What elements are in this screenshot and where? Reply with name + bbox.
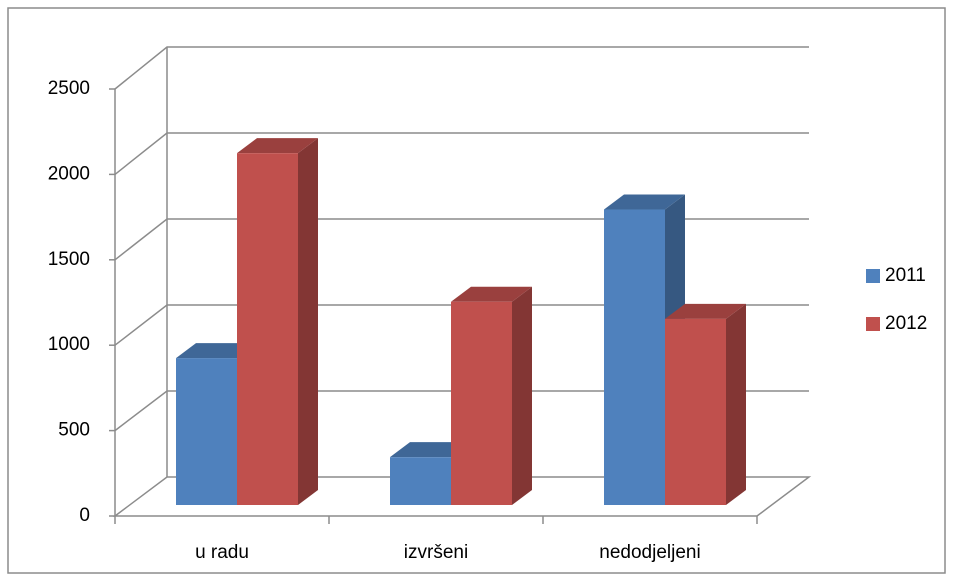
bar-side xyxy=(298,138,318,506)
y-tick-label: 0 xyxy=(79,505,90,526)
grid-line xyxy=(114,46,809,90)
legend-label: 2011 xyxy=(885,265,926,286)
grid-line xyxy=(114,218,809,261)
bar xyxy=(176,358,237,505)
x-tick-label: nedodjeljeni xyxy=(599,542,700,563)
y-tick-label: 2000 xyxy=(48,163,90,184)
bar xyxy=(237,153,298,506)
x-tick-label: u radu xyxy=(195,542,249,563)
bar xyxy=(665,318,726,505)
bar-top xyxy=(176,343,257,359)
legend-swatch xyxy=(866,269,880,283)
bar xyxy=(390,457,451,505)
y-tick-label: 1500 xyxy=(48,249,90,270)
bar xyxy=(604,209,665,506)
left-wall xyxy=(114,47,168,516)
x-tick-label: izvršeni xyxy=(404,542,468,563)
bar-top xyxy=(665,303,746,319)
y-tick-label: 1000 xyxy=(48,334,90,355)
bar-top xyxy=(451,286,532,302)
bar-side xyxy=(512,286,532,505)
bar-top xyxy=(390,442,471,458)
bar-top xyxy=(237,138,318,154)
grid-line xyxy=(114,132,809,175)
grid-line xyxy=(114,390,809,432)
y-tick-label: 500 xyxy=(58,420,90,441)
legend-label: 2012 xyxy=(885,313,927,334)
bar xyxy=(451,301,512,505)
grid-line xyxy=(114,304,809,346)
bar-top xyxy=(604,194,685,210)
bar-side xyxy=(726,303,746,505)
y-tick-label: 2500 xyxy=(48,78,90,99)
legend-swatch xyxy=(866,317,880,331)
